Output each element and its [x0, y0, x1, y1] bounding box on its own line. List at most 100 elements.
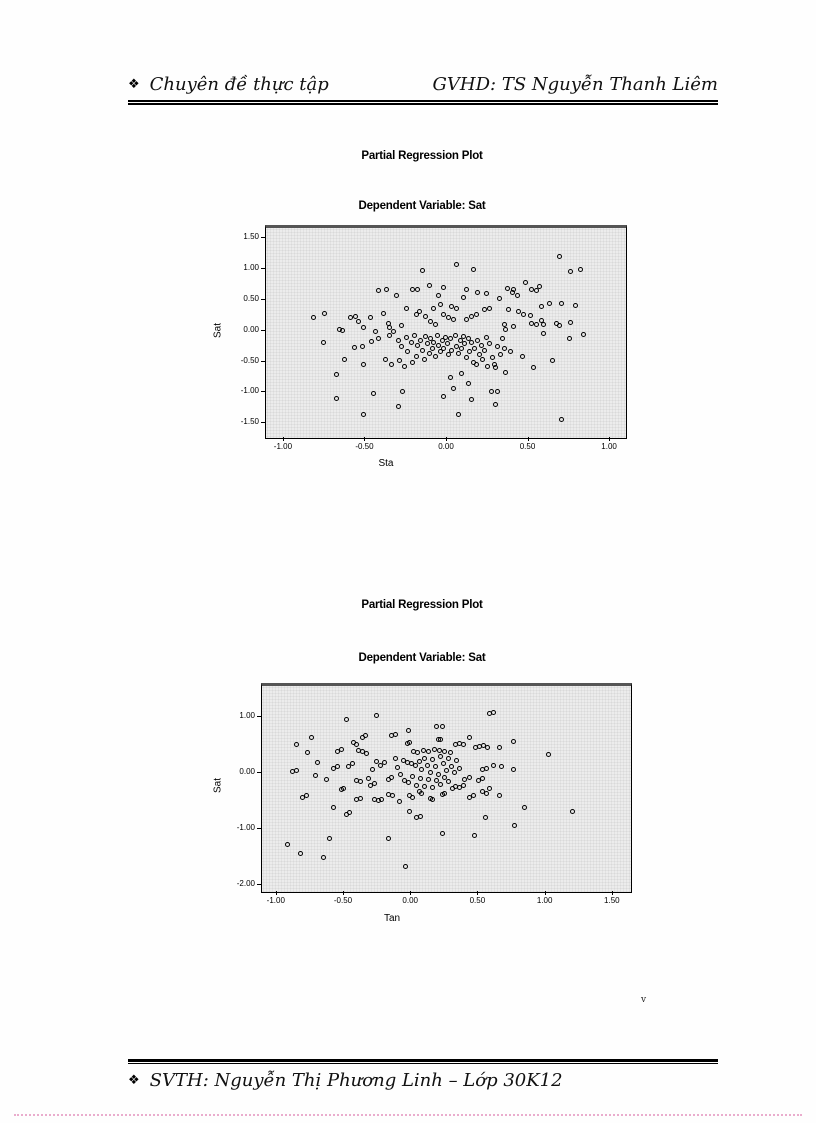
data-point — [389, 362, 395, 368]
data-point — [363, 733, 368, 739]
data-point — [550, 358, 556, 363]
data-point — [322, 311, 328, 317]
data-point — [501, 322, 507, 328]
data-point — [557, 253, 562, 259]
data-point — [438, 781, 444, 787]
data-point — [503, 369, 509, 375]
data-point — [455, 412, 461, 418]
chart-subtitle: Dependent Variable: Sat — [358, 652, 486, 664]
data-point — [398, 343, 404, 349]
y-tick-label: -0.50 — [240, 355, 259, 365]
data-point — [446, 315, 452, 321]
data-point — [436, 342, 442, 348]
data-point — [478, 342, 484, 348]
data-point — [298, 850, 304, 856]
data-point — [483, 765, 489, 771]
data-point — [432, 764, 438, 770]
data-point — [468, 313, 474, 319]
data-point — [441, 311, 447, 317]
y-tick-label: -1.00 — [240, 386, 259, 396]
data-point — [388, 775, 394, 781]
data-point — [483, 290, 489, 296]
data-point — [333, 371, 339, 377]
data-point — [442, 774, 448, 780]
data-point — [472, 345, 478, 351]
data-point — [305, 750, 311, 756]
data-point — [449, 763, 455, 769]
data-point — [387, 325, 393, 331]
data-point — [415, 286, 421, 292]
data-point — [568, 268, 574, 274]
data-point — [430, 796, 436, 802]
x-tick-label: 0.50 — [469, 896, 486, 905]
data-point — [558, 301, 564, 307]
data-point — [430, 784, 436, 790]
data-point — [470, 792, 476, 798]
divider-bar — [128, 103, 718, 105]
data-point — [372, 329, 378, 335]
data-point — [413, 311, 419, 317]
data-point — [389, 793, 395, 799]
data-point — [373, 758, 379, 764]
data-point — [369, 767, 375, 773]
data-point — [426, 282, 432, 288]
header-left: ❖ Chuyên đề thực tập — [128, 74, 329, 95]
data-point — [357, 795, 363, 801]
data-point — [392, 755, 398, 761]
header-right-text: GVHD: TS Nguyễn Thanh Liêm — [432, 74, 718, 95]
data-point — [303, 792, 309, 798]
data-point — [443, 768, 449, 774]
y-tick-mark — [261, 268, 265, 270]
data-point — [422, 783, 428, 789]
header-divider — [128, 100, 718, 105]
data-point — [534, 287, 540, 293]
page-header: ❖ Chuyên đề thực tập GVHD: TS Nguyễn Than… — [128, 74, 718, 95]
data-point — [377, 762, 383, 768]
data-point — [438, 737, 444, 743]
y-tick-mark — [257, 884, 261, 886]
data-point — [367, 315, 373, 321]
data-point — [537, 284, 543, 290]
data-point — [416, 759, 422, 765]
y-tick-label: 0.00 — [239, 767, 255, 777]
data-point — [344, 717, 350, 723]
data-point — [364, 750, 370, 756]
y-tick-label: -2.00 — [236, 879, 255, 889]
data-point — [486, 341, 492, 347]
data-point — [380, 310, 386, 316]
data-point — [490, 354, 496, 360]
data-point — [357, 778, 363, 784]
data-point — [423, 314, 429, 320]
data-point — [309, 735, 315, 741]
data-point — [475, 289, 481, 295]
data-point — [410, 359, 416, 365]
data-point — [428, 319, 434, 325]
data-point — [454, 758, 460, 764]
data-point — [435, 771, 441, 777]
data-point — [420, 268, 426, 274]
data-point — [539, 304, 545, 310]
data-point — [452, 333, 458, 339]
data-point — [488, 389, 494, 395]
y-tick-label: 1.50 — [243, 232, 259, 242]
data-point — [341, 357, 347, 363]
x-tick-label: 1.00 — [536, 896, 553, 905]
data-point — [449, 347, 455, 353]
data-point — [426, 777, 432, 783]
data-point — [498, 763, 504, 769]
data-point — [498, 351, 504, 357]
data-point — [508, 349, 514, 355]
data-point — [393, 292, 399, 298]
data-point — [429, 345, 435, 351]
stray-mark: v — [641, 995, 647, 1005]
data-point — [530, 365, 536, 371]
data-point — [457, 765, 463, 771]
data-point — [514, 292, 520, 298]
data-point — [545, 752, 551, 758]
data-point — [387, 333, 393, 339]
x-tick-mark — [446, 437, 447, 441]
data-point — [465, 336, 471, 342]
data-point — [390, 329, 396, 335]
page-footer: ❖ SVTH: Nguyễn Thị Phương Linh – Lớp 30K1… — [128, 1070, 563, 1091]
data-point — [431, 339, 437, 345]
